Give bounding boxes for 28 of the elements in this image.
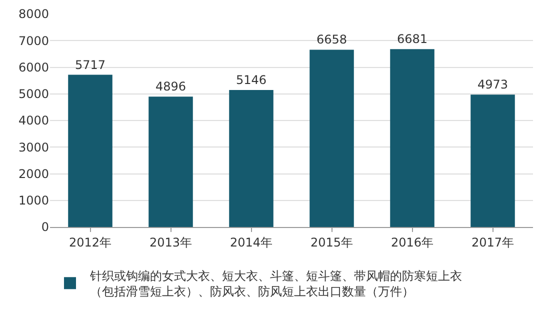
x-tick-label: 2013年 xyxy=(149,235,192,250)
data-label: 6658 xyxy=(316,32,348,47)
y-tick-label: 5000 xyxy=(18,87,49,102)
bar xyxy=(390,49,434,227)
bar xyxy=(229,90,274,227)
x-tick-label: 2014年 xyxy=(230,235,273,250)
y-tick-label: 3000 xyxy=(18,140,49,154)
bar xyxy=(310,50,354,227)
bar xyxy=(148,96,193,227)
y-tick-label: 7000 xyxy=(18,34,49,48)
x-tick-label: 2016年 xyxy=(390,235,434,250)
y-tick-label: 8000 xyxy=(18,7,49,22)
data-label: 6681 xyxy=(396,32,428,46)
data-label: 5717 xyxy=(74,58,106,72)
x-tick-label: 2015年 xyxy=(310,235,354,250)
legend-label: 针织或钩编的女式大衣、短大衣、斗篷、短斗篷、带风帽的防寒短上衣（包括滑雪短上衣）、防风衣、防风短上衣出口数量（万件） xyxy=(89,269,462,299)
y-tick-label: 0 xyxy=(41,220,49,234)
data-label: 5146 xyxy=(236,72,267,87)
x-tick-label: 2012年 xyxy=(68,235,112,250)
bar xyxy=(470,94,515,227)
y-tick-label: 6000 xyxy=(18,60,49,74)
data-label: 4896 xyxy=(155,80,186,94)
y-tick-label: 2000 xyxy=(18,166,49,181)
x-tick-label: 2017年 xyxy=(471,235,514,250)
data-label: 4973 xyxy=(477,78,508,92)
y-tick-label: 1000 xyxy=(18,194,49,208)
y-tick-label: 4000 xyxy=(18,114,49,128)
bar xyxy=(68,74,112,227)
